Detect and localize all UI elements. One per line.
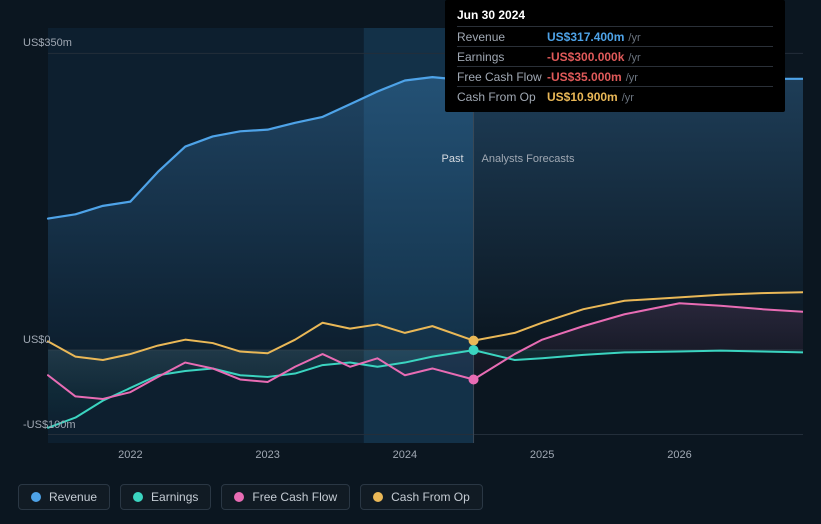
tooltip-label: Free Cash Flow — [457, 70, 547, 84]
tooltip-unit: /yr — [628, 52, 640, 64]
tooltip-value: -US$300.000k — [547, 50, 624, 64]
x-axis-label: 2026 — [667, 449, 691, 461]
x-axis-label: 2025 — [530, 449, 554, 461]
tooltip-value: -US$35.000m — [547, 70, 622, 84]
legend: Revenue Earnings Free Cash Flow Cash From O… — [18, 484, 483, 510]
tooltip-date: Jun 30 2024 — [457, 8, 773, 22]
hover-tooltip: Jun 30 2024 RevenueUS$317.400m/yrEarning… — [445, 0, 785, 112]
legend-swatch-icon — [234, 492, 244, 502]
cursor-point-fcf — [470, 375, 478, 383]
legend-label: Free Cash Flow — [252, 490, 337, 504]
tooltip-row: Earnings-US$300.000k/yr — [457, 46, 773, 66]
x-axis-label: 2024 — [393, 449, 417, 461]
y-axis-label: US$0 — [23, 334, 51, 346]
legend-item-fcf[interactable]: Free Cash Flow — [221, 484, 350, 510]
legend-label: Cash From Op — [391, 490, 470, 504]
tooltip-label: Earnings — [457, 50, 547, 64]
x-axis-label: 2023 — [255, 449, 279, 461]
tooltip-row: Cash From OpUS$10.900m/yr — [457, 86, 773, 106]
y-axis-label: -US$100m — [23, 419, 76, 431]
tooltip-value: US$10.900m — [547, 90, 618, 104]
tooltip-unit: /yr — [626, 72, 638, 84]
legend-label: Revenue — [49, 490, 97, 504]
y-axis-label: US$350m — [23, 37, 72, 49]
legend-swatch-icon — [31, 492, 41, 502]
tooltip-unit: /yr — [622, 92, 634, 104]
legend-item-earnings[interactable]: Earnings — [120, 484, 211, 510]
tooltip-unit: /yr — [628, 32, 640, 44]
x-axis-label: 2022 — [118, 449, 142, 461]
tooltip-rows: RevenueUS$317.400m/yrEarnings-US$300.000… — [457, 26, 773, 106]
tooltip-value: US$317.400m — [547, 30, 624, 44]
cursor-point-earnings — [470, 346, 478, 354]
tooltip-label: Cash From Op — [457, 90, 547, 104]
cursor-point-cfo — [470, 337, 478, 345]
tooltip-row: Free Cash Flow-US$35.000m/yr — [457, 66, 773, 86]
past-label: Past — [442, 153, 464, 165]
forecast-label: Analysts Forecasts — [482, 153, 575, 165]
legend-item-cfo[interactable]: Cash From Op — [360, 484, 483, 510]
legend-swatch-icon — [133, 492, 143, 502]
legend-item-revenue[interactable]: Revenue — [18, 484, 110, 510]
tooltip-label: Revenue — [457, 30, 547, 44]
tooltip-row: RevenueUS$317.400m/yr — [457, 26, 773, 46]
legend-swatch-icon — [373, 492, 383, 502]
legend-label: Earnings — [151, 490, 198, 504]
